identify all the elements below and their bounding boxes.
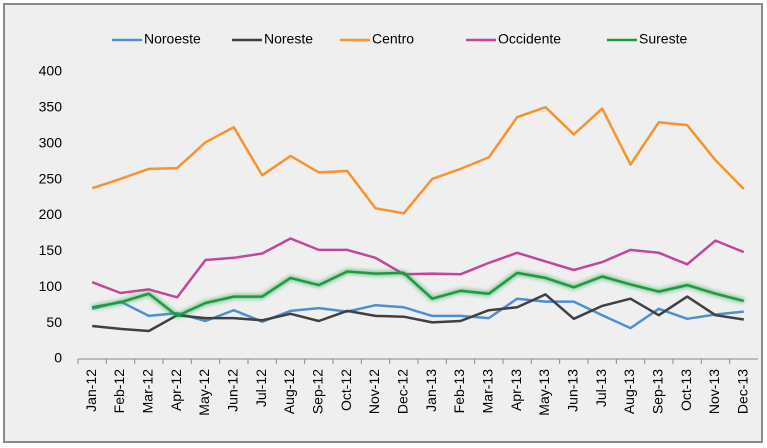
y-tick-label: 150 <box>39 242 63 258</box>
legend-label: Centro <box>372 31 414 47</box>
x-tick-label: Nov-13 <box>706 369 722 414</box>
y-tick-label: 200 <box>39 206 63 222</box>
x-tick-label: Jul-12 <box>253 369 269 407</box>
x-tick-label: Mar-13 <box>480 369 496 414</box>
y-tick-label: 50 <box>46 314 62 330</box>
y-tick-label: 400 <box>39 63 63 79</box>
y-tick-label: 0 <box>54 350 62 366</box>
x-tick-label: Jan-12 <box>83 369 99 412</box>
y-tick-label: 300 <box>39 134 63 150</box>
x-tick-label: Jun-12 <box>225 369 241 412</box>
x-tick-label: Aug-12 <box>281 369 297 414</box>
legend-label: Noroeste <box>144 31 201 47</box>
x-tick-label: Oct-12 <box>338 369 354 411</box>
series-line <box>91 297 744 330</box>
legend-label: Sureste <box>639 31 687 47</box>
x-tick-label: Sep-12 <box>310 369 326 414</box>
x-tick-label: Apr-13 <box>508 369 524 411</box>
x-tick-label: Jan-13 <box>423 369 439 412</box>
y-tick-label: 250 <box>39 170 63 186</box>
legend-label: Occidente <box>498 31 561 47</box>
x-tick-label: Dec-13 <box>735 369 751 414</box>
legend-label: Noreste <box>264 31 313 47</box>
y-tick-label: 350 <box>39 99 63 115</box>
chart-frame <box>3 3 763 443</box>
x-tick-label: Nov-12 <box>366 369 382 414</box>
series-line <box>91 105 745 215</box>
x-tick-label: Feb-12 <box>111 369 127 414</box>
x-tick-label: Mar-12 <box>140 369 156 414</box>
series-line <box>92 293 744 333</box>
x-tick-label: May-13 <box>536 369 552 416</box>
x-tick-label: Oct-13 <box>678 369 694 411</box>
series-line <box>91 237 745 299</box>
y-tick-label: 100 <box>39 278 63 294</box>
x-tick-label: May-12 <box>196 369 212 416</box>
series-line <box>91 270 745 318</box>
x-tick-label: Jun-13 <box>565 369 581 412</box>
x-tick-label: Dec-12 <box>395 369 411 414</box>
x-tick-label: Apr-12 <box>168 369 184 411</box>
x-tick-label: Jul-13 <box>593 369 609 407</box>
x-tick-label: Feb-13 <box>451 369 467 414</box>
x-tick-label: Sep-13 <box>650 369 666 414</box>
x-tick-label: Aug-13 <box>621 369 637 414</box>
